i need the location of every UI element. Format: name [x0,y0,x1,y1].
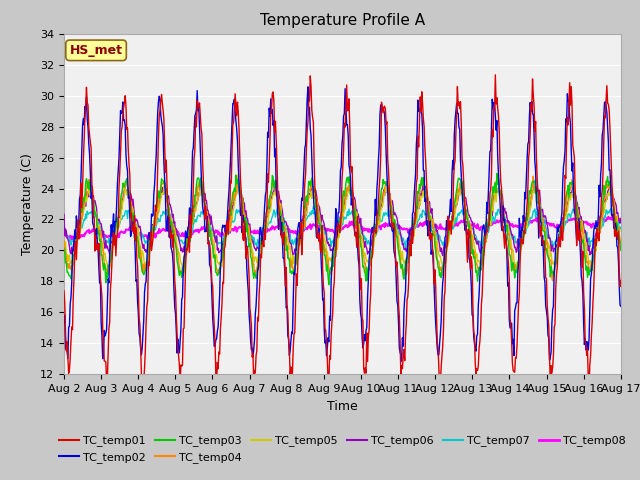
Y-axis label: Temperature (C): Temperature (C) [22,153,35,255]
Legend: TC_temp01, TC_temp02, TC_temp03, TC_temp04, TC_temp05, TC_temp06, TC_temp07, TC_: TC_temp01, TC_temp02, TC_temp03, TC_temp… [54,431,630,468]
Text: HS_met: HS_met [70,44,123,57]
Title: Temperature Profile A: Temperature Profile A [260,13,425,28]
X-axis label: Time: Time [327,400,358,413]
